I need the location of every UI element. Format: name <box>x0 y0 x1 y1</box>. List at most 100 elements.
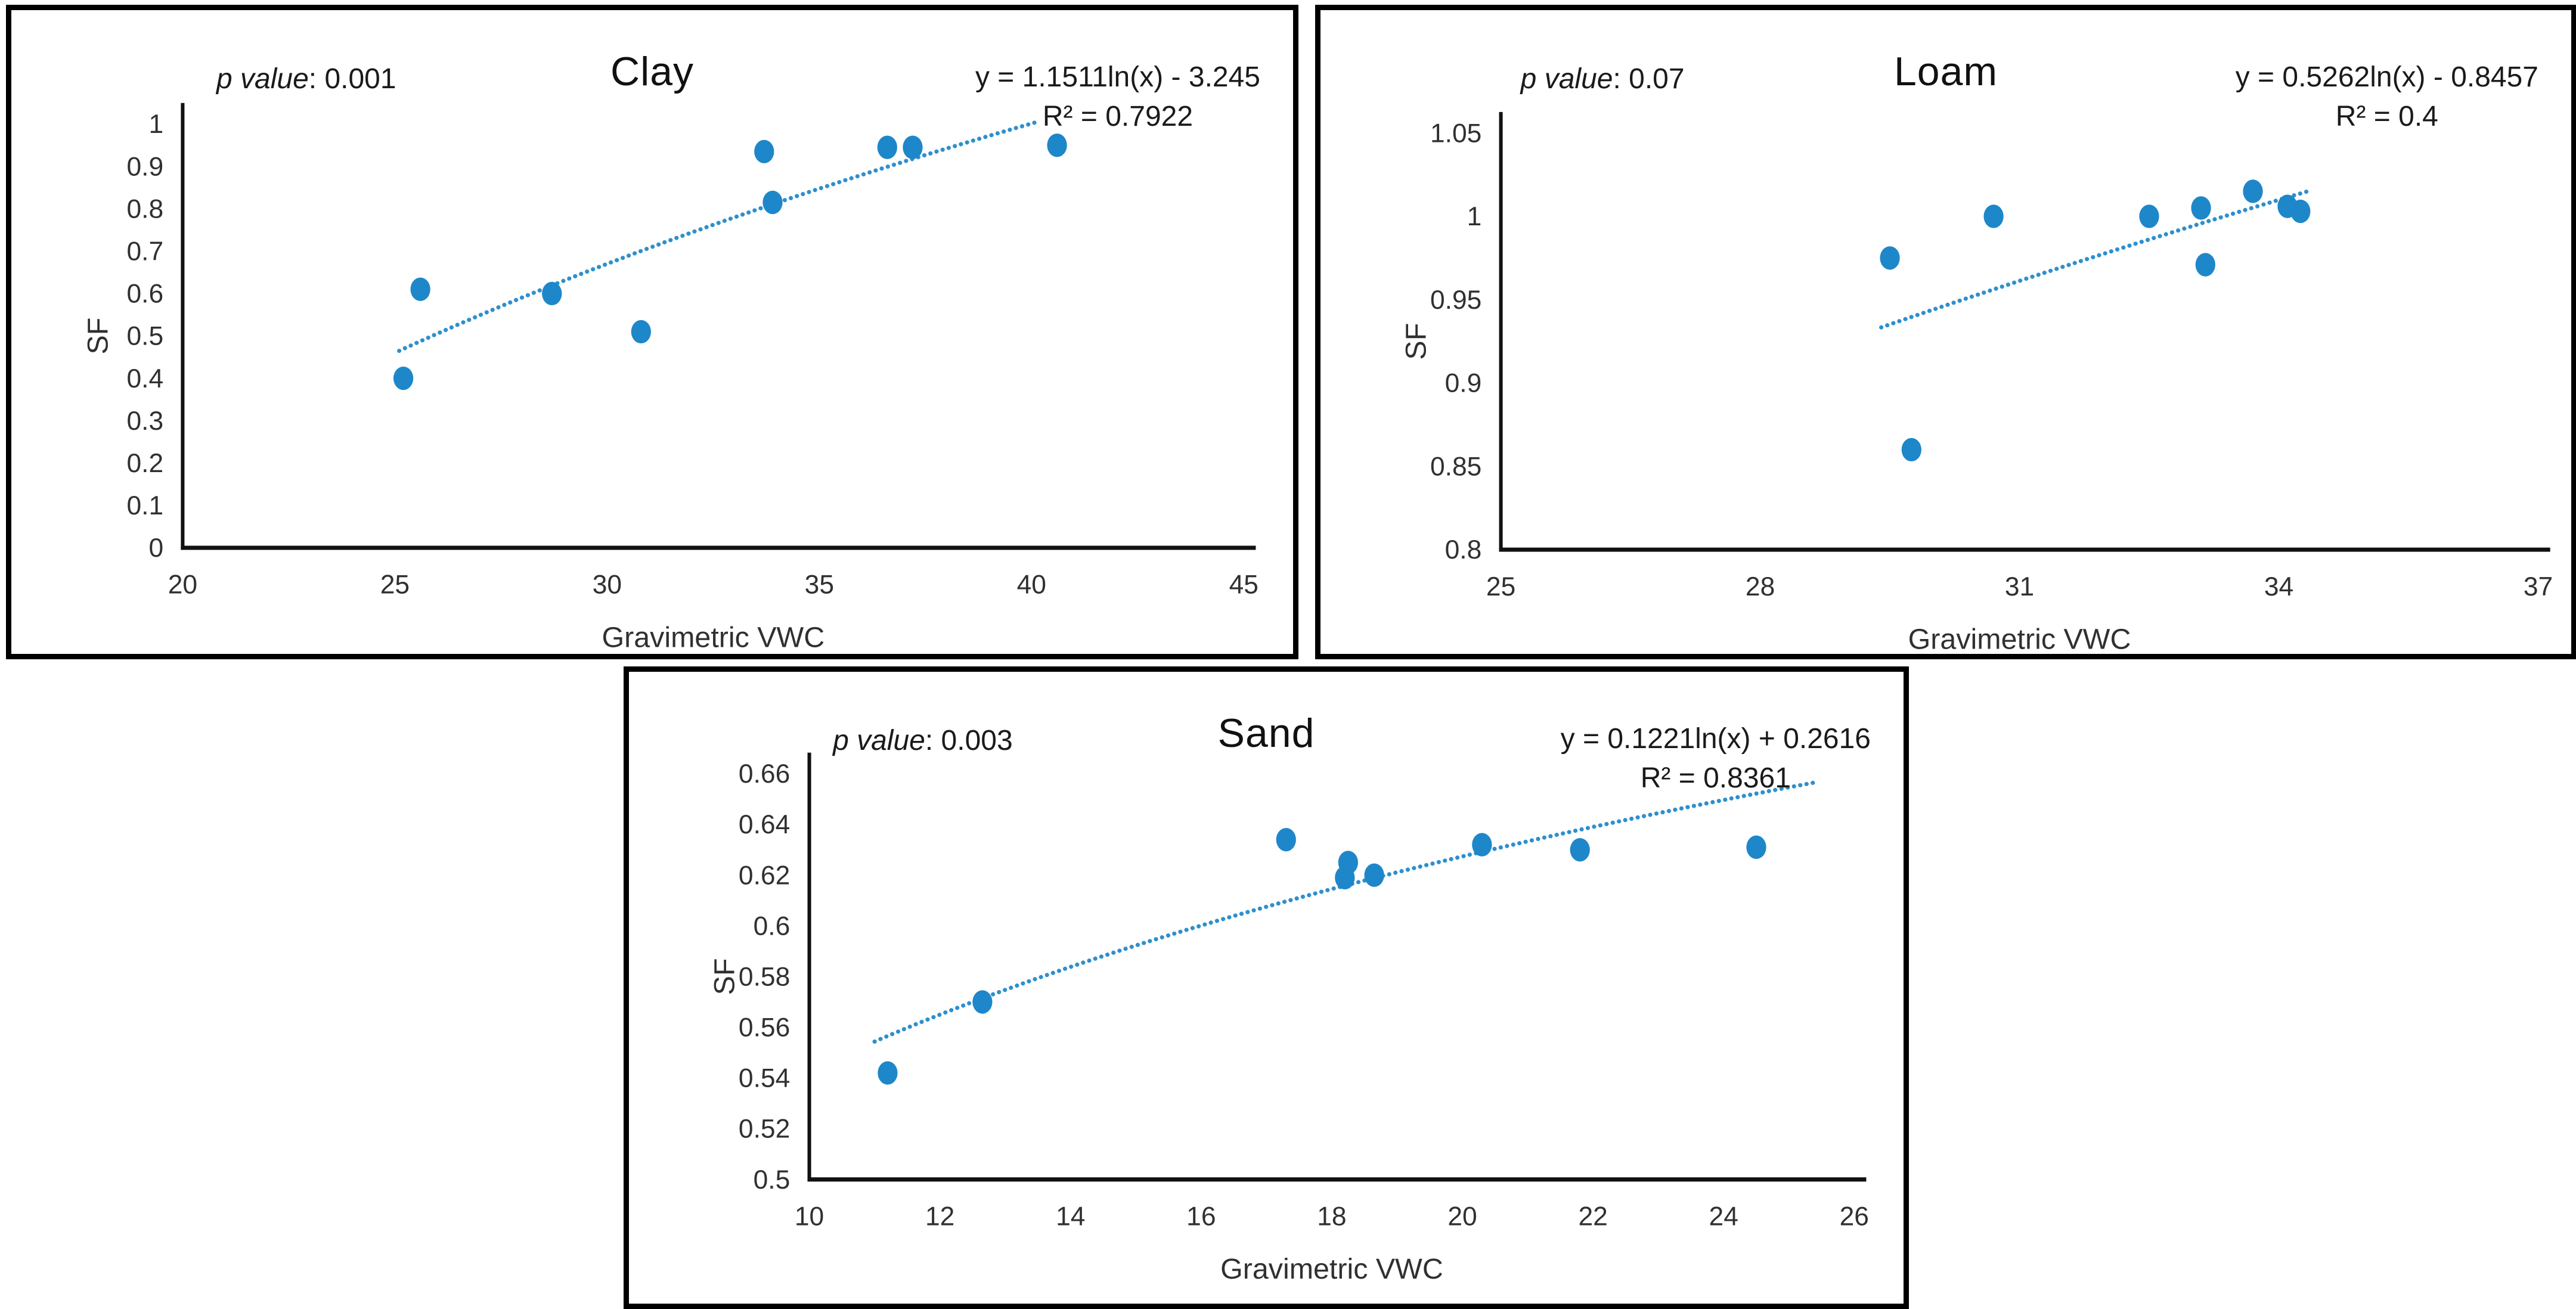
y-tick-label: 0.9 <box>1445 369 1482 398</box>
x-tick-label: 40 <box>1017 570 1046 600</box>
p-value-number: : 0.07 <box>1613 63 1685 95</box>
x-tick-label: 31 <box>2005 572 2034 601</box>
data-point <box>1364 863 1384 887</box>
x-tick-label: 34 <box>2264 572 2293 601</box>
x-tick-label: 30 <box>593 570 622 600</box>
y-axis-title: SF <box>82 318 114 355</box>
data-point <box>410 277 430 301</box>
y-tick-label: 1.05 <box>1430 119 1481 148</box>
data-point <box>903 135 923 159</box>
y-tick-label: 0.85 <box>1430 452 1481 481</box>
data-points <box>1880 179 2311 462</box>
clay-chart-panel: p value: 0.001 Clay y = 1.1511ln(x) - 3.… <box>6 5 1298 659</box>
sand-chart-title: Sand <box>1217 711 1315 756</box>
loam-scatter-plot: 0.8 0.85 0.9 0.95 1 1.05 25 28 31 34 37 Gravimetric… <box>1400 111 2553 654</box>
loam-p-value: p value: 0.07 <box>1521 63 1685 95</box>
x-tick-label: 25 <box>380 570 410 600</box>
sand-equation-block: y = 0.1221ln(x) + 0.2616 R² = 0.8361 <box>1561 719 1871 798</box>
y-tick-label: 0.6 <box>126 280 163 309</box>
data-point <box>1472 833 1492 857</box>
r-squared-label: R² = 0.4 <box>2335 101 2438 132</box>
x-tick-label: 35 <box>805 570 834 600</box>
y-tick-label: 0.3 <box>126 407 163 436</box>
x-tick-label: 25 <box>1486 572 1515 601</box>
x-tick-label: 18 <box>1317 1202 1346 1231</box>
data-point <box>754 139 774 163</box>
data-point <box>1276 827 1296 852</box>
r-squared-label: R² = 0.8361 <box>1640 762 1791 794</box>
trendline-equation: y = 0.5262ln(x) - 0.8457 <box>2235 61 2538 93</box>
clay-chart-title: Clay <box>610 49 695 94</box>
data-points <box>393 134 1067 390</box>
y-tick-label: 0.64 <box>739 810 790 839</box>
x-tick-label: 20 <box>168 570 197 600</box>
y-tick-label: 0.62 <box>739 861 790 890</box>
y-tick-label: 0.54 <box>739 1064 790 1093</box>
p-value-number: : 0.001 <box>308 63 396 95</box>
data-point <box>2290 199 2311 224</box>
data-point <box>2243 179 2263 203</box>
data-point <box>631 320 651 344</box>
y-tick-label: 0.6 <box>754 911 791 941</box>
y-tick-label: 0 <box>148 533 163 563</box>
loam-chart-title: Loam <box>1893 49 1998 94</box>
x-axis-title: Gravimetric VWC <box>602 621 825 653</box>
x-tick-label: 45 <box>1229 570 1258 600</box>
p-value-number: : 0.003 <box>925 725 1013 756</box>
y-tick-label: 0.56 <box>739 1013 790 1043</box>
x-tick-label: 28 <box>1746 572 1775 601</box>
y-tick-label: 0.7 <box>126 237 163 266</box>
sand-scatter-plot: 0.5 0.52 0.54 0.56 0.58 0.6 0.62 0.64 0.66 10 12 14… <box>708 752 1869 1285</box>
p-value-label: p value <box>833 725 925 756</box>
data-points <box>878 827 1766 1085</box>
y-tick-label: 0.2 <box>126 449 163 478</box>
trendline-equation: y = 1.1511ln(x) - 3.245 <box>975 61 1260 93</box>
data-point <box>1047 134 1067 157</box>
sand-p-value: p value: 0.003 <box>833 724 1013 757</box>
data-point <box>1746 835 1766 859</box>
y-tick-label: 0.5 <box>126 322 163 351</box>
data-point <box>2195 253 2215 277</box>
data-point <box>393 366 414 390</box>
y-tick-label: 0.66 <box>739 759 790 789</box>
y-tick-label: 0.9 <box>126 152 163 181</box>
y-axis-title: SF <box>708 958 740 995</box>
loam-chart-panel: p value: 0.07 Loam y = 0.5262ln(x) - 0.8… <box>1315 5 2576 659</box>
data-point <box>877 135 897 159</box>
x-tick-label: 10 <box>795 1202 824 1231</box>
data-point <box>1335 866 1355 890</box>
x-tick-label: 24 <box>1709 1202 1738 1231</box>
data-point <box>972 990 993 1014</box>
x-tick-label: 12 <box>925 1202 954 1231</box>
p-value-label: p value <box>1520 63 1613 95</box>
r-squared-label: R² = 0.7922 <box>1042 101 1194 132</box>
data-point <box>1983 204 2004 228</box>
clay-scatter-plot: 0 0.1 0.2 0.3 0.4 0.5 0.6 0.7 0.8 0.9 1 20 25 30 35 40 4… <box>82 103 1258 653</box>
x-axis-title: Gravimetric VWC <box>1220 1253 1443 1285</box>
y-tick-label: 0.4 <box>126 364 163 393</box>
data-point <box>762 190 783 215</box>
sand-chart-panel: p value: 0.003 Sand y = 0.1221ln(x) + 0.… <box>624 666 1909 1309</box>
y-tick-label: 1 <box>148 110 163 139</box>
loam-equation-block: y = 0.5262ln(x) - 0.8457 R² = 0.4 <box>2236 58 2538 137</box>
data-point <box>2139 204 2159 228</box>
x-tick-label: 37 <box>2524 572 2553 601</box>
y-tick-label: 1 <box>1467 202 1482 231</box>
data-point <box>1570 837 1590 862</box>
y-tick-label: 0.8 <box>1445 535 1482 564</box>
y-tick-label: 0.5 <box>754 1165 791 1195</box>
y-axis-title: SF <box>1400 323 1433 360</box>
data-point <box>1901 438 1921 462</box>
y-tick-label: 0.8 <box>126 194 163 224</box>
clay-equation-block: y = 1.1511ln(x) - 3.245 R² = 0.7922 <box>975 58 1260 137</box>
x-axis-title: Gravimetric VWC <box>1908 624 2131 654</box>
y-tick-label: 0.1 <box>126 491 163 520</box>
x-tick-label: 20 <box>1447 1202 1477 1231</box>
trendline <box>872 780 1818 1044</box>
x-tick-label: 26 <box>1840 1202 1869 1231</box>
x-tick-label: 16 <box>1186 1202 1216 1231</box>
trendline-equation: y = 0.1221ln(x) + 0.2616 <box>1560 723 1871 755</box>
y-tick-label: 0.52 <box>739 1115 790 1144</box>
clay-p-value: p value: 0.001 <box>216 63 396 95</box>
